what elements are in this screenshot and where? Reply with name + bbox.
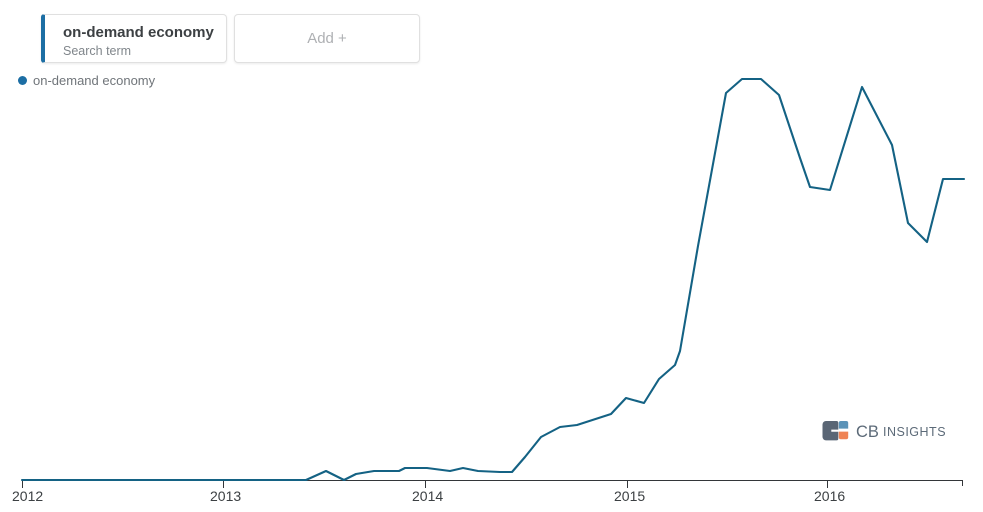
svg-text:CB: CB [856,423,879,441]
svg-text:INSIGHTS: INSIGHTS [883,425,946,439]
